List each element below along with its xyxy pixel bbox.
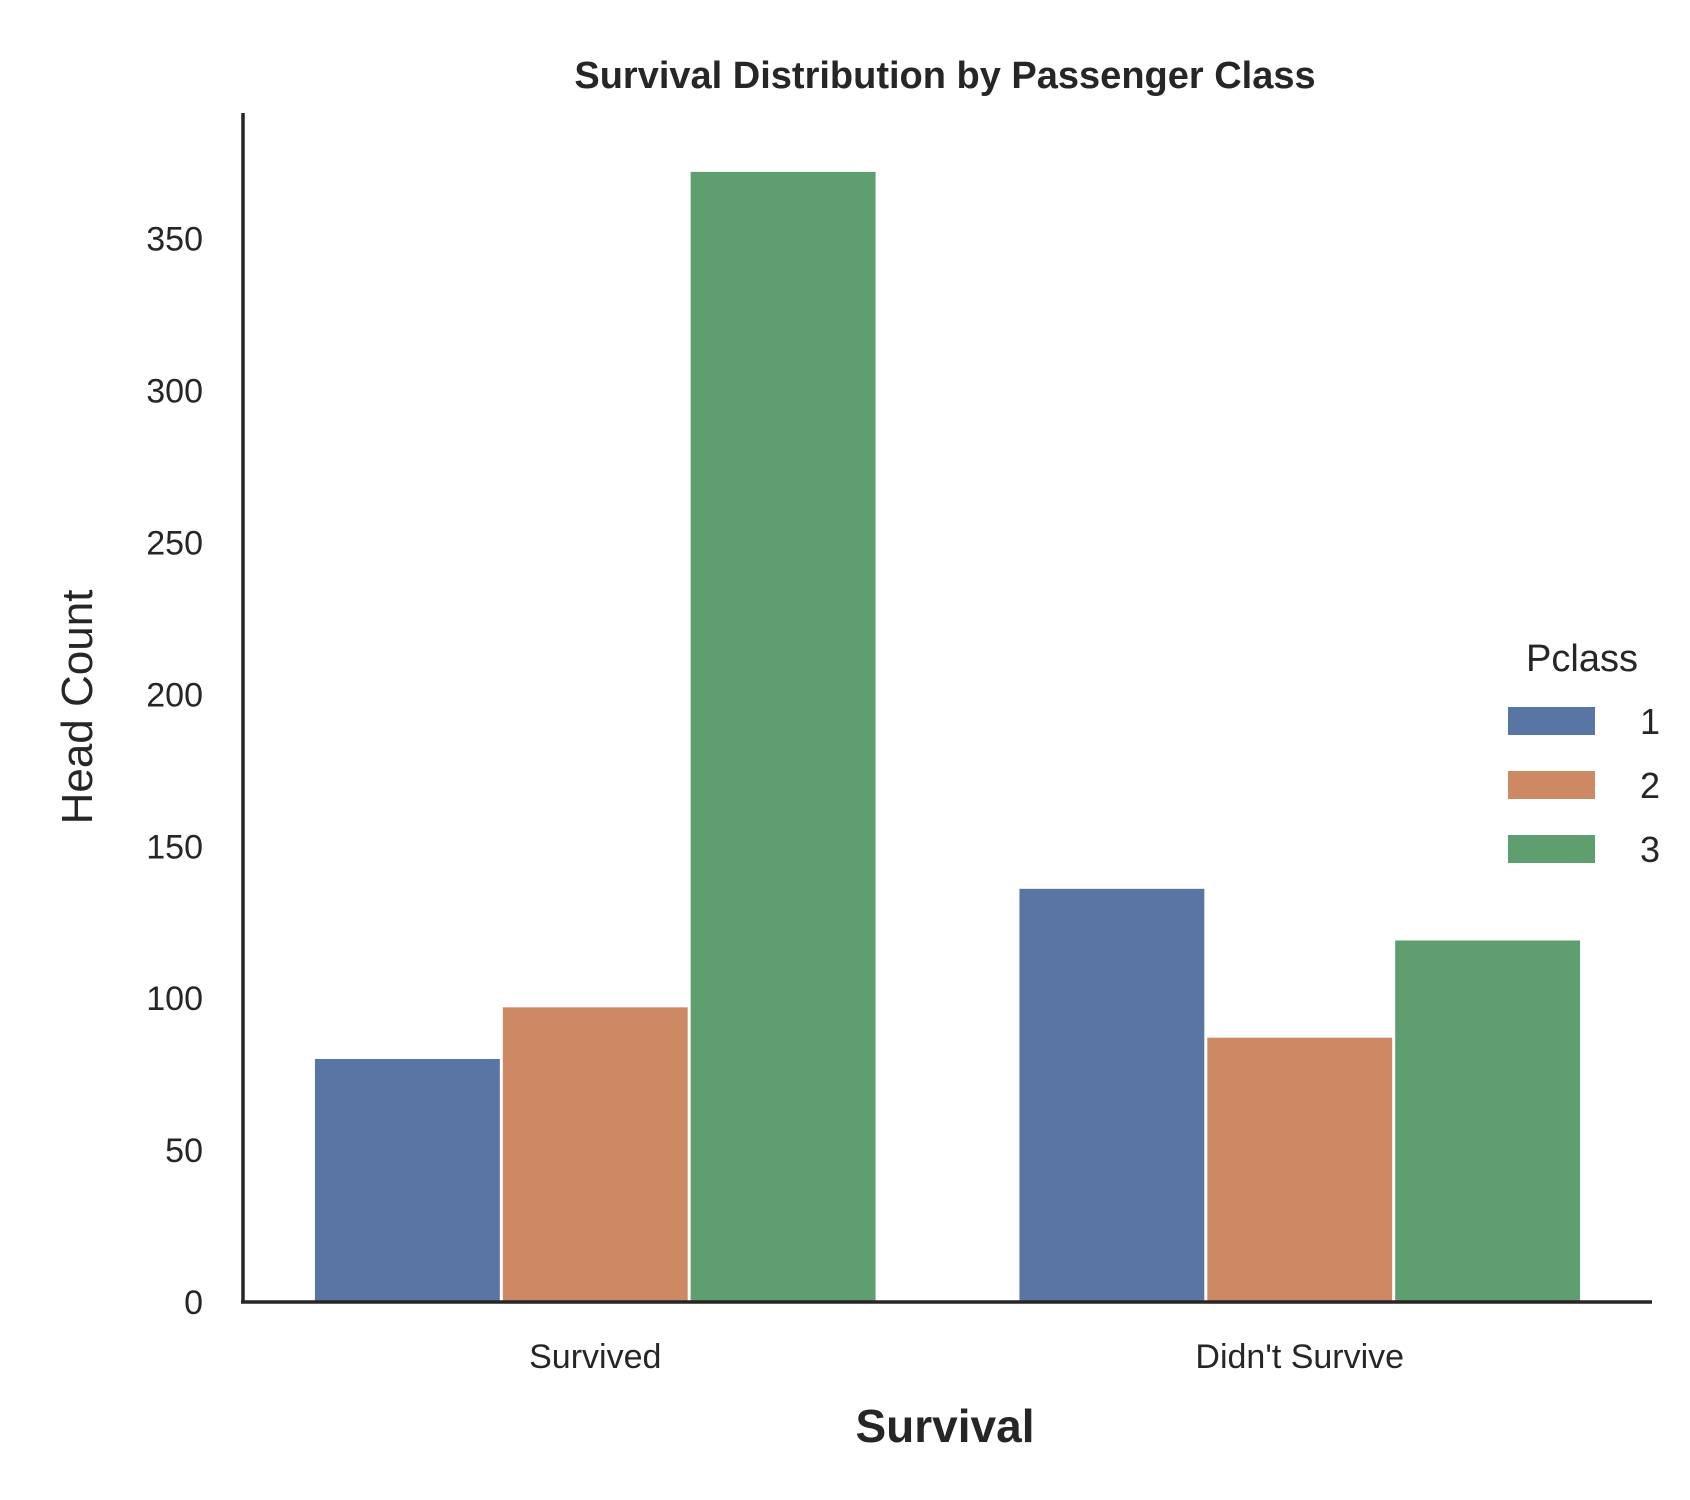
y-axis-label: Head Count [53,590,102,825]
y-tick-label: 0 [184,1284,203,1322]
y-tick-label: 50 [165,1132,203,1170]
x-tick-label: Survived [529,1338,661,1376]
legend-label-pclass-3: 3 [1640,829,1660,870]
bar-didn-t-survive-pclass-2 [1207,1037,1393,1302]
x-axis-label: Survival [856,1400,1035,1452]
y-tick-label: 200 [146,676,203,714]
x-tick-label: Didn't Survive [1195,1338,1404,1376]
legend-swatch-pclass-1 [1508,707,1595,735]
y-tick-label: 150 [146,828,203,866]
y-tick-label: 250 [146,525,203,563]
y-tick-label: 300 [146,373,203,411]
legend-label-pclass-1: 1 [1640,701,1660,742]
legend-swatch-pclass-2 [1508,771,1595,799]
bar-didn-t-survive-pclass-3 [1395,940,1581,1302]
legend: Pclass 1 2 3 [1508,638,1660,870]
legend-title: Pclass [1526,638,1638,680]
legend-label-pclass-2: 2 [1640,765,1660,806]
bar-didn-t-survive-pclass-1 [1019,888,1205,1302]
bars-group [314,171,1581,1302]
y-tick-labels: 0 50 100 150 200 250 300 350 [146,221,203,1322]
bar-survived-pclass-3 [690,171,876,1302]
legend-swatch-pclass-3 [1508,835,1595,863]
bar-survived-pclass-1 [314,1058,500,1302]
x-tick-labels: Survived Didn't Survive [529,1338,1404,1376]
chart-title: Survival Distribution by Passenger Class [574,55,1315,97]
y-tick-label: 350 [146,221,203,259]
bar-survived-pclass-2 [502,1007,688,1302]
y-tick-label: 100 [146,980,203,1018]
